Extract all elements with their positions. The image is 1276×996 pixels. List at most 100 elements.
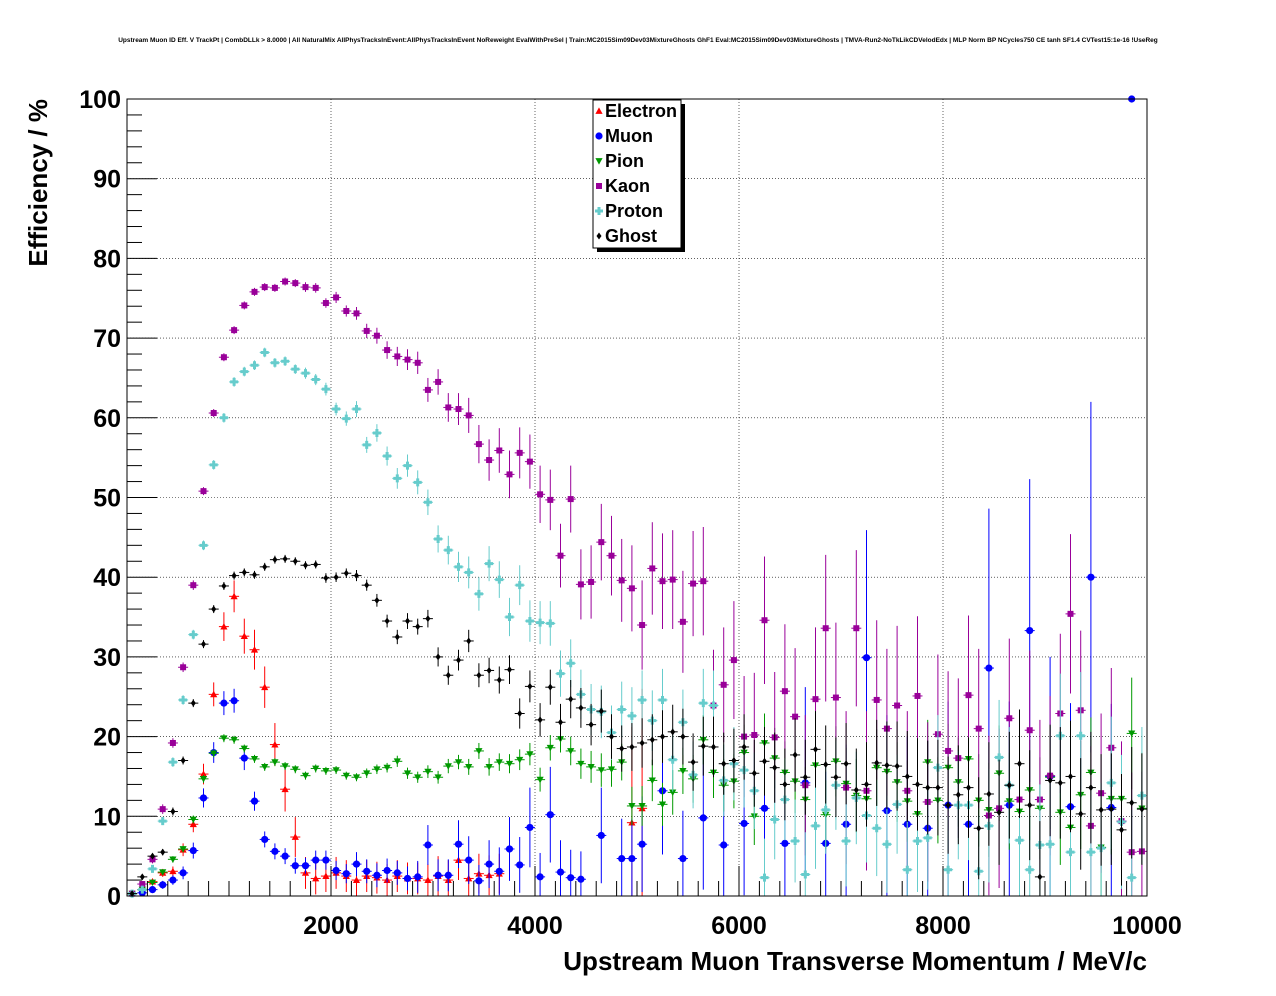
- kaon-point: [218, 353, 229, 362]
- ghost-point: [535, 703, 546, 737]
- proton-marker: [474, 589, 483, 598]
- pion-point: [229, 735, 240, 744]
- electron-marker: [322, 872, 330, 879]
- y-tick-label: 80: [93, 245, 121, 273]
- proton-marker: [1127, 873, 1136, 882]
- kaon-point: [351, 307, 362, 320]
- legend-label-pion: Pion: [605, 151, 644, 171]
- kaon-marker: [792, 713, 799, 720]
- kaon-marker: [577, 581, 584, 588]
- muon-point: [596, 787, 607, 884]
- kaon-point: [606, 515, 617, 596]
- ghost-point: [596, 689, 607, 733]
- proton-marker: [219, 413, 228, 422]
- ghost-marker: [649, 736, 655, 744]
- ghost-marker: [180, 757, 186, 765]
- electron-legend-marker: [595, 107, 603, 114]
- ghost-point: [361, 579, 372, 591]
- proton-point: [504, 597, 515, 637]
- muon-point: [167, 875, 178, 885]
- proton-point: [800, 832, 811, 896]
- proton-marker: [709, 701, 718, 710]
- muon-marker: [485, 860, 493, 868]
- proton-point: [157, 817, 168, 826]
- pion-point: [494, 753, 505, 771]
- muon-marker: [546, 811, 554, 819]
- kaon-marker: [700, 578, 707, 585]
- proton-marker: [342, 414, 351, 423]
- pion-marker: [342, 772, 350, 780]
- muon-marker: [179, 869, 187, 877]
- kaon-point: [473, 424, 484, 464]
- legend-label-muon: Muon: [605, 126, 653, 146]
- electron-point: [218, 612, 229, 641]
- ghost-marker: [292, 557, 298, 565]
- pion-marker: [475, 748, 483, 755]
- proton-marker: [209, 460, 218, 469]
- proton-marker: [291, 365, 300, 374]
- proton-marker: [311, 375, 320, 384]
- electron-marker: [169, 867, 177, 875]
- proton-marker: [627, 711, 636, 720]
- muon-point: [565, 849, 576, 896]
- ghost-marker: [221, 582, 227, 590]
- kaon-point: [239, 301, 250, 310]
- ghost-point: [351, 570, 362, 582]
- pion-point: [637, 786, 648, 826]
- muon-marker: [159, 881, 167, 889]
- ghost-marker: [1047, 776, 1053, 784]
- kaon-point: [759, 556, 770, 684]
- ghost-marker: [884, 761, 890, 769]
- proton-point: [545, 601, 556, 646]
- ghost-marker: [150, 852, 155, 860]
- pion-marker: [414, 774, 422, 781]
- electron-point: [249, 629, 260, 670]
- ghost-point: [290, 557, 301, 566]
- muon-point: [616, 818, 627, 896]
- muon-marker: [169, 876, 177, 884]
- proton-point: [239, 366, 250, 377]
- kaon-marker: [639, 622, 646, 629]
- kaon-marker: [588, 578, 595, 585]
- ghost-point: [555, 703, 566, 741]
- ghost-marker: [588, 721, 594, 729]
- kaon-marker: [547, 496, 554, 503]
- ghost-point: [922, 740, 933, 835]
- kaon-point: [647, 522, 658, 615]
- ghost-point: [892, 721, 903, 811]
- proton-marker: [1025, 865, 1034, 874]
- muon-marker: [250, 797, 259, 805]
- ghost-point: [565, 680, 576, 719]
- kaon-point: [178, 662, 189, 673]
- ghost-point: [983, 742, 994, 846]
- muon-point: [453, 820, 464, 869]
- kaon-marker: [139, 881, 146, 888]
- electron-marker: [250, 646, 259, 653]
- ghost-point: [759, 727, 770, 796]
- legend-box: [592, 99, 682, 249]
- kaon-marker: [1006, 715, 1013, 722]
- ghost-point: [259, 562, 270, 571]
- series-pion: [127, 677, 1147, 898]
- ghost-point: [178, 756, 189, 765]
- muon-marker: [434, 871, 442, 879]
- kaon-marker: [526, 458, 533, 465]
- pion-point: [382, 762, 393, 773]
- ghost-point: [932, 739, 943, 836]
- pion-marker: [465, 764, 473, 771]
- ghost-marker: [874, 759, 880, 767]
- kaon-point: [402, 349, 413, 370]
- proton-point: [535, 601, 546, 645]
- ghost-marker: [711, 743, 716, 751]
- kaon-marker: [271, 284, 278, 291]
- pion-point: [473, 742, 484, 759]
- muon-point: [392, 860, 403, 885]
- muon-point: [473, 864, 484, 896]
- ghost-point: [973, 777, 984, 880]
- pion-marker: [679, 767, 687, 775]
- ghost-marker: [527, 682, 533, 690]
- ghost-marker: [394, 633, 400, 641]
- muon-marker: [567, 874, 575, 882]
- ghost-point: [1126, 746, 1137, 859]
